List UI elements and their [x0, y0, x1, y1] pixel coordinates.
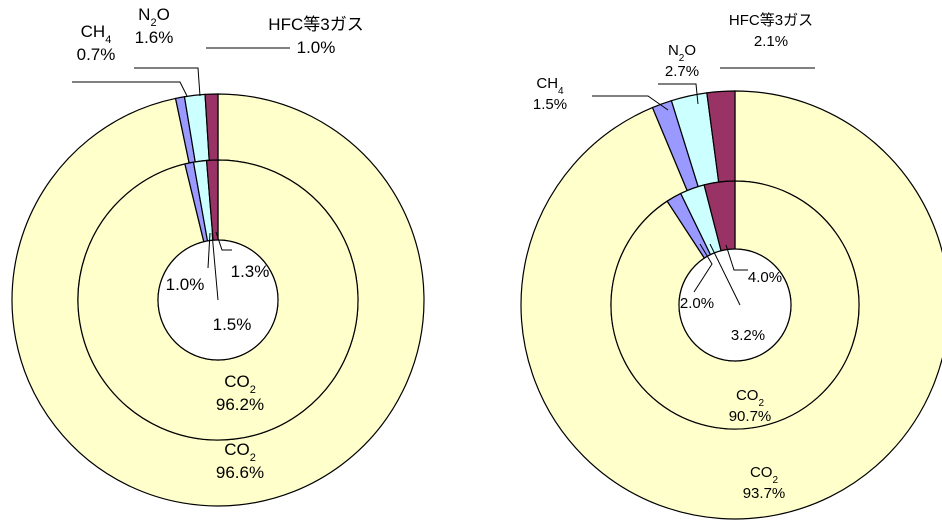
inner-leader-2-2	[709, 243, 741, 306]
donut-chart-1: CH40.7%N2O1.6%HFC等3ガス1.0%CO296.6%CO296.2…	[11, 5, 425, 507]
inner-label-2-1: 4.0%	[748, 269, 782, 286]
outer-label-1-0-value: 0.7%	[77, 45, 116, 64]
inner-leader-1-0	[207, 232, 211, 269]
inner-label-1-2: 1.5%	[213, 315, 252, 334]
outer-label-1-1-value: 1.6%	[135, 28, 174, 47]
donut-hole-2	[678, 248, 792, 362]
outer-label-1-2-value: 1.0%	[297, 38, 336, 57]
inner-leader-1-2	[211, 232, 219, 301]
inner-leader-2-1	[725, 244, 748, 271]
outer-label-2-1-value: 2.7%	[665, 63, 699, 80]
outer-label-1-3-name: CO2	[224, 440, 256, 464]
middle-label-2-0-name: CO2	[736, 387, 765, 409]
inner-label-2-0: 2.0%	[680, 295, 714, 312]
outer-label-2-2-name: HFC等3ガス	[729, 11, 813, 29]
outer-label-1-0-name: CH4	[81, 22, 112, 46]
outer-label-2-1-name: N2O	[668, 42, 696, 64]
outer-label-2-3-value: 93.7%	[743, 485, 786, 502]
outer-label-1-3-value: 96.6%	[216, 463, 264, 482]
outer-leader-1-1	[134, 67, 201, 97]
inner-leader-2-0	[693, 243, 713, 293]
middle-label-1-0-value: 96.2%	[216, 395, 264, 414]
outer-label-2-0-name: CH4	[536, 75, 564, 97]
outer-label-1-1-name: N2O	[138, 5, 170, 29]
inner-leader-1-1	[215, 231, 232, 251]
outer-label-1-2-name: HFC等3ガス	[268, 15, 363, 34]
outer-label-2-3-name: CO2	[750, 464, 779, 486]
outer-label-2-0-value: 1.5%	[533, 96, 567, 113]
donut-chart-2: CH41.5%N2O2.7%HFC等3ガス2.1%CO293.7%CO290.7…	[520, 11, 942, 520]
inner-label-1-0: 1.0%	[166, 275, 205, 294]
outer-leader-1-0	[72, 81, 188, 97]
inner-label-2-2: 3.2%	[731, 327, 765, 344]
outer-leader-2-0	[592, 95, 669, 111]
middle-label-1-0-name: CO2	[224, 372, 256, 396]
outer-leader-2-1	[658, 83, 699, 105]
middle-label-2-0-value: 90.7%	[729, 408, 772, 425]
outer-label-2-2-value: 2.1%	[754, 33, 788, 50]
inner-label-1-1: 1.3%	[231, 262, 270, 281]
